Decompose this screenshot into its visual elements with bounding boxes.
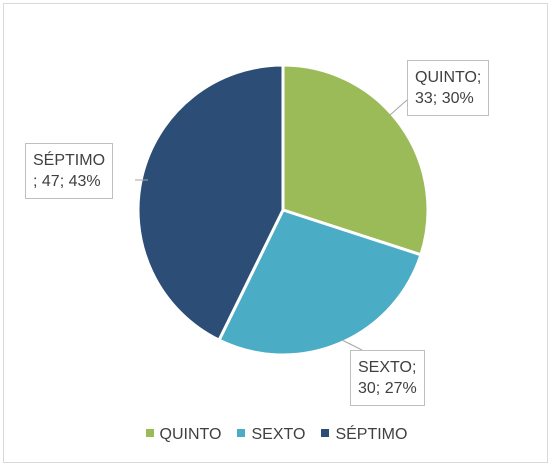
data-label: QUINTO; 33; 30% [407, 60, 490, 116]
legend-item: QUINTO [145, 426, 222, 444]
legend-label: SÉPTIMO [335, 426, 408, 443]
chart-area [3, 3, 548, 463]
legend: QUINTO SEXTO SÉPTIMO [0, 426, 553, 444]
legend-label: SEXTO [251, 426, 306, 443]
legend-item: SÉPTIMO [321, 426, 407, 444]
legend-label: QUINTO [159, 426, 222, 443]
data-label: SEXTO; 30; 27% [350, 350, 425, 406]
legend-swatch [237, 429, 246, 437]
pie-slice [136, 63, 285, 343]
data-label: SÉPTIMO ; 47; 43% [25, 143, 114, 199]
leader-line [389, 99, 408, 116]
pie-slice [281, 63, 430, 257]
leader-line [341, 339, 363, 351]
legend-swatch [321, 429, 330, 437]
pie-slice [217, 208, 423, 357]
legend-swatch [145, 429, 154, 437]
legend-item: SEXTO [237, 426, 305, 444]
